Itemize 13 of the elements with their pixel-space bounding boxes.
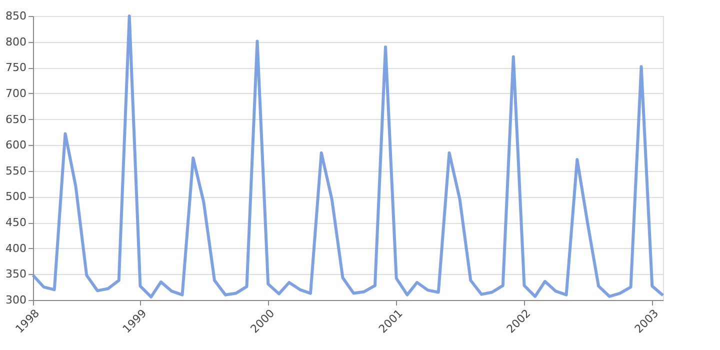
y-tick-label: 700 (6, 86, 26, 100)
y-tick-label: 750 (6, 61, 26, 74)
y-tick-label: 400 (6, 242, 26, 255)
y-tick-label: 600 (6, 138, 26, 152)
y-tick-label: 800 (6, 35, 26, 48)
y-tick-label: 550 (6, 164, 26, 178)
y-tick-label: 300 (6, 294, 26, 306)
y-tick-label: 450 (6, 216, 26, 230)
y-tick-label: 500 (6, 190, 26, 204)
y-tick-label: 650 (6, 112, 26, 126)
y-tick-label: 350 (6, 268, 26, 281)
line-series (32, 14, 664, 298)
y-tick-label: 850 (6, 10, 26, 22)
